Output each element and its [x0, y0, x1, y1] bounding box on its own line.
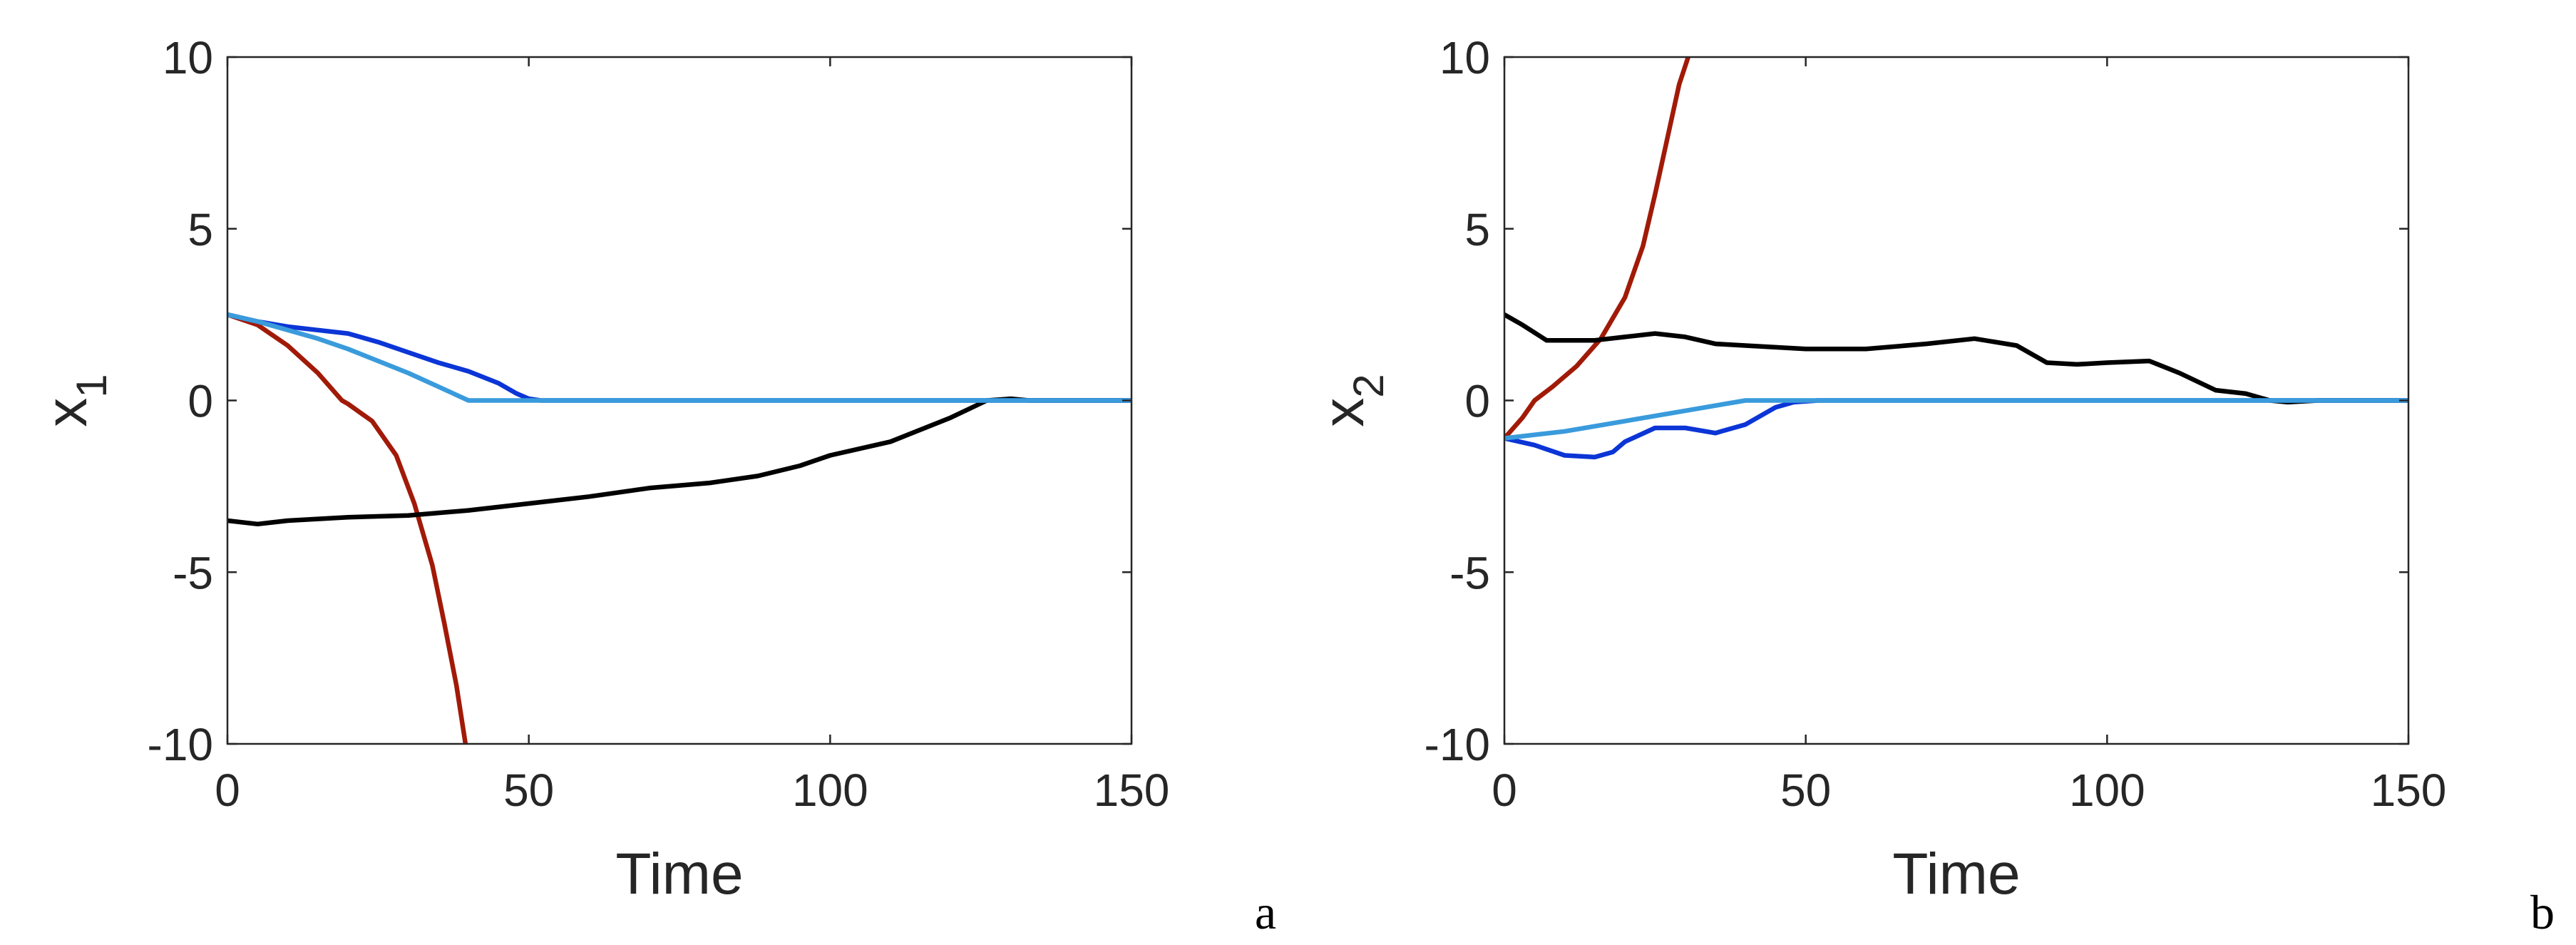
- y-axis-label-subscript: 2: [1345, 374, 1392, 397]
- y-tick-label: -5: [1449, 547, 1490, 598]
- chart-panel-b: 0 50 100 150 -10 -5 0 5 10 Time x2 b: [1311, 32, 2555, 939]
- y-axis-label: x2: [1311, 374, 1392, 426]
- y-axis-label-main: x: [34, 398, 99, 427]
- x-tick-label: 0: [1492, 765, 1517, 816]
- chart-panel-a: 0 50 100 150 -10 -5 0 5 10 Time x1 a: [34, 32, 1276, 939]
- x-tick-label: 100: [792, 765, 868, 816]
- x-tick-label: 100: [2069, 765, 2145, 816]
- y-tick-label: 10: [163, 32, 213, 83]
- x-tick-label: 150: [1094, 765, 1170, 816]
- y-tick-label: 10: [1440, 32, 1490, 83]
- x-axis-label: Time: [615, 842, 743, 906]
- x-tick-label: 0: [215, 765, 240, 816]
- series-group: [227, 312, 1132, 744]
- series-line-red: [1504, 57, 1691, 441]
- panel-label: a: [1255, 885, 1276, 939]
- series-line-black: [1504, 312, 2408, 405]
- y-axis-label: x1: [34, 374, 116, 426]
- y-tick-label: 5: [188, 204, 213, 255]
- x-tick-label: 50: [503, 765, 554, 816]
- panel-label: b: [2530, 885, 2555, 939]
- series-line-light-blue: [1504, 398, 2408, 441]
- series-line-light-blue: [227, 312, 1132, 403]
- y-tick-label: -5: [173, 547, 213, 598]
- x-axis-label: Time: [1892, 842, 2020, 906]
- series-group: [1504, 57, 2408, 460]
- y-tick-label: -10: [148, 719, 214, 770]
- x-tick-label: 150: [2371, 765, 2447, 816]
- y-tick-label: 0: [188, 376, 213, 427]
- y-axis-label-main: x: [1311, 398, 1376, 427]
- series-line-red: [227, 312, 468, 744]
- y-tick-label: 0: [1464, 376, 1490, 427]
- y-axis-label-subscript: 1: [68, 374, 116, 397]
- x-tick-label: 50: [1780, 765, 1831, 816]
- y-tick-label: -10: [1425, 719, 1491, 770]
- y-tick-label: 5: [1464, 204, 1490, 255]
